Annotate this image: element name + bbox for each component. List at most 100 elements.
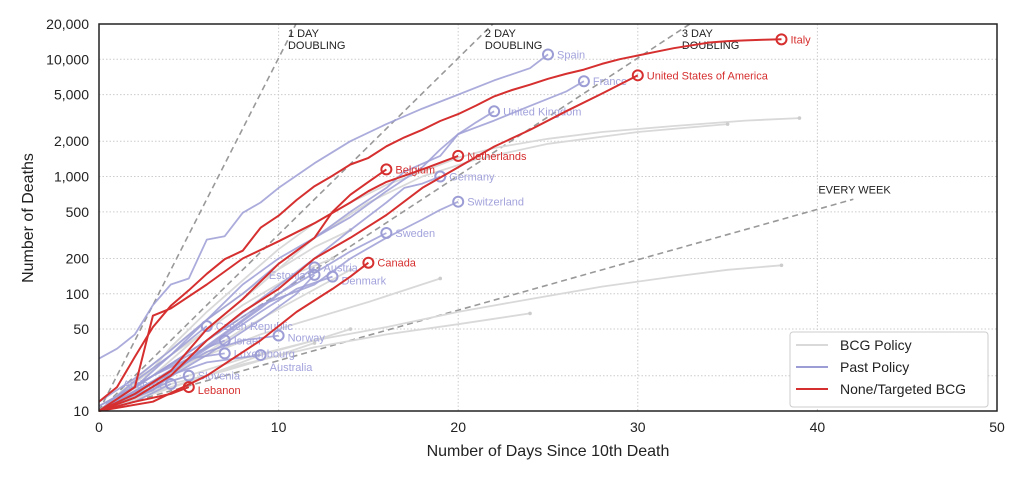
country-label-canada: Canada [377, 258, 416, 270]
y-tick-label: 2,000 [54, 133, 89, 149]
series-line-united-states-of-america [98, 74, 639, 412]
doubling-line-3-day [98, 23, 691, 412]
endpoint-marker-andorra [164, 377, 177, 390]
endpoint-marker-united-kingdom [488, 105, 501, 118]
y-ticks: 10 20 50 100 200 500 1,000 2,000 5,000 10,000 20,0… [46, 16, 89, 419]
x-tick-label: 10 [271, 419, 287, 435]
endpoint-dot [797, 116, 802, 120]
endpoint-marker-estonia [308, 268, 321, 281]
x-ticks: 0 10 20 30 40 50 [95, 419, 1005, 435]
doubling-line-label: 3 DAY [682, 28, 714, 40]
y-tick-label: 10,000 [46, 51, 89, 67]
legend-label-bcg-policy: BCG Policy [840, 337, 912, 353]
series-line-lebanon [98, 386, 190, 412]
endpoint-marker-luxembourg [218, 347, 231, 360]
country-label-united-states-of-america: United States of America [647, 70, 769, 82]
endpoint-marker-lebanon [182, 381, 195, 394]
series-line-canada [98, 261, 370, 412]
endpoint-marker-slovenia [182, 369, 195, 382]
series-line-bcg-policy-country [98, 123, 728, 412]
legend-label-none-targeted-bcg: None/Targeted BCG [840, 381, 966, 397]
country-label-denmark: Denmark [341, 276, 386, 288]
country-label-belgium: Belgium [395, 164, 435, 176]
endpoint-dot [528, 311, 532, 316]
endpoint-dot [779, 263, 784, 268]
endpoint-marker-canada [362, 256, 375, 269]
doubling-line-label: EVERY WEEK [818, 184, 891, 196]
series-line-sweden [98, 232, 387, 412]
legend-label-past-policy: Past Policy [840, 359, 909, 375]
doubling-line-label: DOUBLING [485, 40, 542, 52]
endpoint-marker-belgium [380, 163, 393, 176]
endpoint-marker-switzerland [452, 195, 465, 208]
doubling-line-label: 2 DAY [485, 28, 517, 40]
plot-frame [98, 23, 998, 412]
series-line-bcg-policy-country [98, 257, 333, 412]
country-label-united-kingdom: United Kingdom [503, 106, 581, 118]
x-tick-label: 20 [450, 419, 466, 435]
x-axis-label: Number of Days Since 10th Death [427, 443, 670, 460]
endpoint-marker-austria [308, 261, 321, 274]
endpoint-dot [348, 327, 353, 331]
y-tick-label: 10 [73, 403, 89, 419]
country-label-italy: Italy [790, 34, 811, 46]
y-tick-label: 20 [73, 368, 89, 384]
country-label-israel: Israel [234, 335, 261, 347]
endpoint-dot [348, 268, 353, 272]
legend: BCG Policy Past Policy None/Targeted BCG [789, 331, 989, 408]
x-tick-label: 40 [810, 419, 826, 435]
country-label-lebanon: Lebanon [198, 385, 241, 397]
x-tick-label: 0 [95, 419, 103, 435]
endpoint-marker-israel [218, 334, 231, 347]
doubling-line-label: DOUBLING [288, 40, 345, 52]
series-line-spain [98, 53, 549, 360]
endpoint-marker-australia [254, 349, 267, 362]
y-tick-label: 200 [66, 250, 90, 266]
y-tick-label: 20,000 [46, 16, 89, 32]
y-tick-label: 50 [73, 321, 89, 337]
legend-box [789, 331, 989, 408]
doubling-line-7-day [98, 198, 854, 412]
country-label-netherlands: Netherlands [467, 151, 527, 163]
country-label-norway: Norway [288, 333, 326, 345]
y-tick-label: 5,000 [54, 87, 89, 103]
endpoint-dot [312, 341, 317, 345]
doubling-line-2-day [98, 23, 494, 412]
x-tick-label: 50 [989, 419, 1005, 435]
y-tick-label: 1,000 [54, 169, 89, 185]
doubling-line-label: DOUBLING [682, 40, 739, 52]
series-line-belgium [98, 168, 387, 412]
endpoint-marker-italy [775, 33, 788, 46]
endpoint-marker-netherlands [452, 149, 465, 162]
country-label-germany: Germany [449, 172, 495, 184]
endpoint-marker-united-states-of-america [631, 69, 644, 82]
series-line-france [98, 80, 585, 403]
endpoint-marker-denmark [326, 270, 339, 283]
endpoint-marker-germany [434, 170, 447, 183]
endpoint-marker-spain [542, 48, 554, 61]
country-label-australia: Australia [270, 362, 314, 374]
endpoint-dot [725, 122, 730, 126]
series-line-netherlands [98, 154, 459, 412]
y-tick-label: 100 [66, 286, 90, 302]
endpoint-dot [438, 276, 443, 281]
country-label-switzerland: Switzerland [467, 197, 524, 209]
x-tick-label: 30 [630, 419, 646, 435]
doubling-line-label: 1 DAY [288, 28, 320, 40]
doubling-line-1-day [98, 23, 297, 412]
country-label-sweden: Sweden [395, 228, 435, 240]
series-line-czech-republic [98, 325, 208, 407]
series-line-italy [98, 38, 782, 403]
country-label-spain: Spain [557, 49, 585, 61]
endpoint-marker-sweden [380, 226, 393, 239]
series-line-bcg-policy-country [98, 264, 782, 412]
y-tick-label: 500 [66, 204, 90, 220]
endpoint-marker-norway [272, 329, 285, 342]
series-line-bcg-policy-country [98, 117, 800, 412]
y-axis-label: Number of Deaths [20, 153, 37, 283]
endpoint-dot [330, 256, 335, 261]
endpoint-marker-france [577, 75, 590, 88]
